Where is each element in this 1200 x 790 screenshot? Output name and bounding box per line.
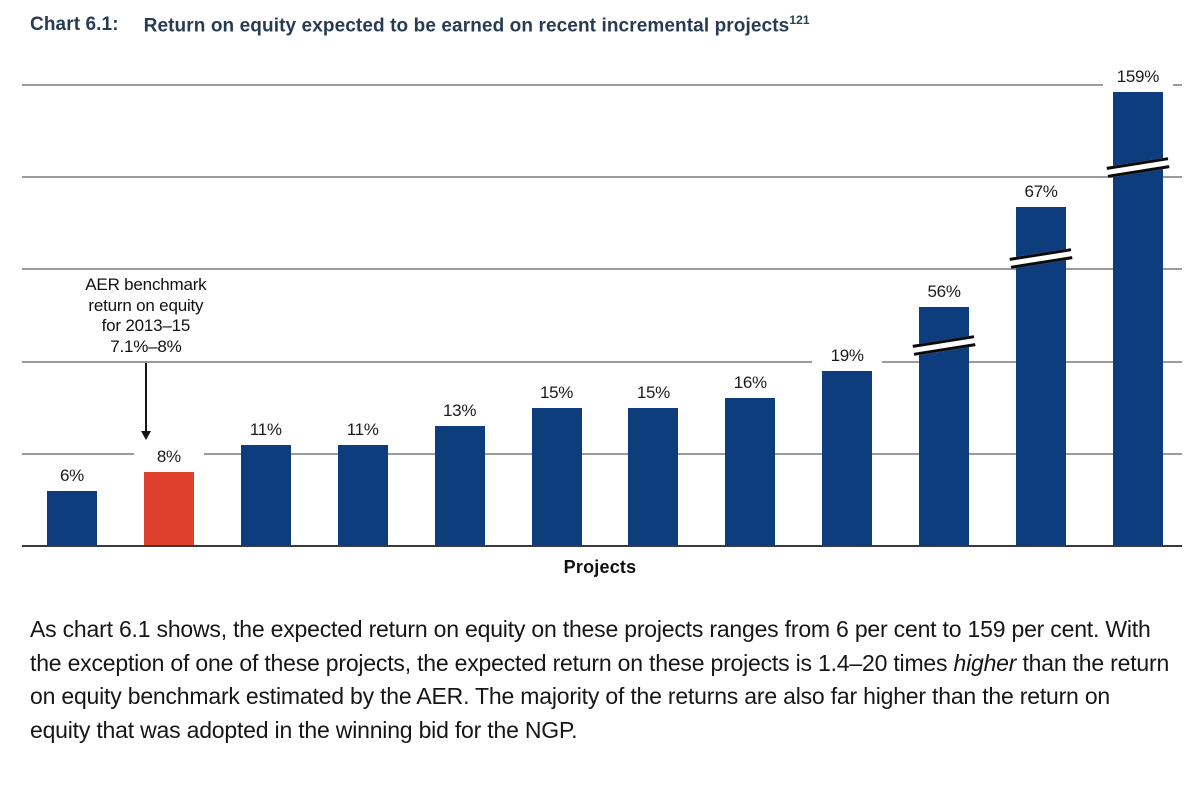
bar-value-label: 67% bbox=[1006, 181, 1076, 202]
bar-value-label: 15% bbox=[618, 382, 689, 403]
bar-value-label: 11% bbox=[327, 419, 398, 440]
gridline-30pct bbox=[22, 268, 1182, 271]
bar-value-label: 8% bbox=[133, 447, 204, 468]
chart-title-text: Return on equity expected to be earned o… bbox=[143, 13, 810, 37]
bar-19% bbox=[822, 370, 873, 546]
roe-bar-chart: AER benchmark return on equity for 2013–15… bbox=[22, 60, 1182, 547]
annotation-line: 7.1%–8% bbox=[110, 336, 182, 356]
annotation-line: return on equity bbox=[88, 295, 204, 315]
bar-16% bbox=[725, 398, 776, 546]
chart-title: Chart 6.1: Return on equity expected to … bbox=[30, 14, 810, 37]
body-paragraph: As chart 6.1 shows, the expected return … bbox=[30, 613, 1172, 747]
bar-value-label: 19% bbox=[812, 345, 883, 366]
annotation-arrowhead-icon bbox=[140, 431, 151, 440]
benchmark-annotation: AER benchmark return on equity for 2013–15… bbox=[46, 275, 246, 357]
bar-value-label: 56% bbox=[909, 282, 980, 303]
bar-15% bbox=[628, 407, 679, 546]
bar-8% bbox=[143, 472, 194, 546]
annotation-line: AER benchmark bbox=[85, 275, 207, 294]
gridline-50pct bbox=[22, 84, 1182, 86]
bar-value-label: 11% bbox=[230, 419, 301, 440]
gridline-40pct bbox=[22, 176, 1182, 179]
footnote-reference: 121 bbox=[789, 13, 810, 27]
x-axis-title: Projects bbox=[563, 557, 637, 577]
chart-number-label: Chart 6.1: bbox=[30, 14, 119, 35]
bar-value-label: 159% bbox=[1102, 67, 1173, 88]
gridline-10pct bbox=[22, 452, 1182, 455]
bar-value-label: 16% bbox=[715, 373, 786, 394]
body-text-italic-segment: higher bbox=[953, 649, 1017, 676]
body-text-segment: As chart 6.1 shows, the expected return … bbox=[30, 616, 1151, 676]
body-text-segment: than the return on equity benchmark esti… bbox=[30, 649, 1170, 743]
annotation-line: for 2013–15 bbox=[101, 316, 191, 335]
gridline-20pct bbox=[22, 360, 1182, 363]
bar-value-label: 15% bbox=[521, 382, 592, 403]
bar-value-label: 6% bbox=[37, 465, 107, 486]
bar-13% bbox=[434, 426, 485, 546]
bar-value-label: 13% bbox=[424, 401, 495, 422]
bar-11% bbox=[240, 444, 291, 546]
x-axis-line bbox=[22, 545, 1182, 547]
bar-6% bbox=[47, 490, 97, 546]
annotation-arrow bbox=[144, 363, 147, 432]
bar-11% bbox=[337, 444, 388, 546]
bar-15% bbox=[531, 407, 582, 546]
